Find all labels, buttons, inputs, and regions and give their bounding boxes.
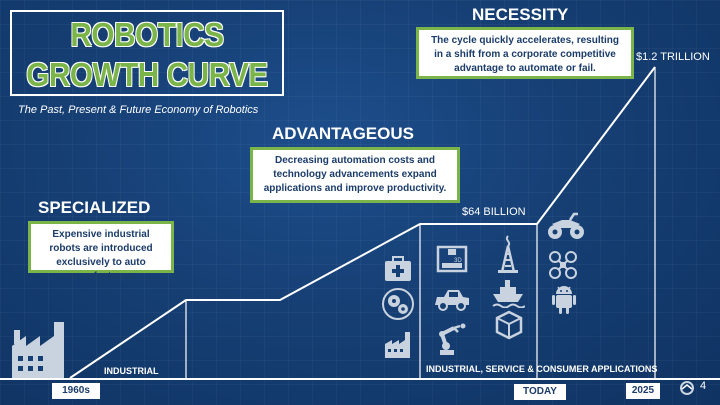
note-necessity: The cycle quickly accelerates, resulting… (416, 27, 634, 79)
logo-icon (680, 381, 694, 395)
atv-icon (548, 212, 584, 239)
subtitle: The Past, Present & Future Economy of Ro… (18, 104, 259, 116)
small-factory-icon (385, 332, 410, 358)
page-number: 4 (700, 380, 707, 392)
ship-icon (492, 280, 525, 308)
timeline-start: 1960s (52, 383, 100, 399)
title-box: ROBOTICS GROWTH CURVE (10, 10, 284, 96)
svg-text:3D: 3D (454, 258, 462, 264)
first-aid-icon (385, 256, 411, 281)
package-icon (495, 310, 523, 340)
drone-icon (549, 251, 577, 279)
value-64-billion: $64 BILLION (462, 206, 526, 218)
timeline-today: TODAY (514, 384, 566, 400)
stage-heading-necessity: NECESSITY (472, 5, 569, 24)
segment-label-applications: INDUSTRIAL, SERVICE & CONSUMER APPLICATI… (426, 364, 658, 374)
robot-arm-icon (439, 323, 466, 355)
3d-printer-icon: 3D (436, 245, 468, 273)
oil-rig-icon (498, 235, 518, 273)
gears-globe-icon (382, 288, 414, 320)
stage-heading-specialized: SPECIALIZED (38, 198, 151, 217)
title-line-1: ROBOTICS (70, 16, 224, 53)
growth-curve-line (69, 66, 656, 379)
value-1-2-trillion: $1.2 TRILLION (636, 51, 710, 63)
factory-icon (12, 322, 64, 378)
note-specialized: Expensive industrial robots are introduc… (28, 221, 174, 282)
stage-heading-advantageous: ADVANTAGEOUS (272, 124, 414, 143)
title-line-2: GROWTH CURVE (26, 56, 268, 93)
car-icon (435, 290, 469, 311)
segment-label-industrial: INDUSTRIAL (104, 366, 159, 376)
android-robot-icon (552, 286, 576, 314)
timeline-end: 2025 (626, 383, 660, 399)
note-advantageous: Decreasing automation costs and technolo… (250, 147, 460, 203)
